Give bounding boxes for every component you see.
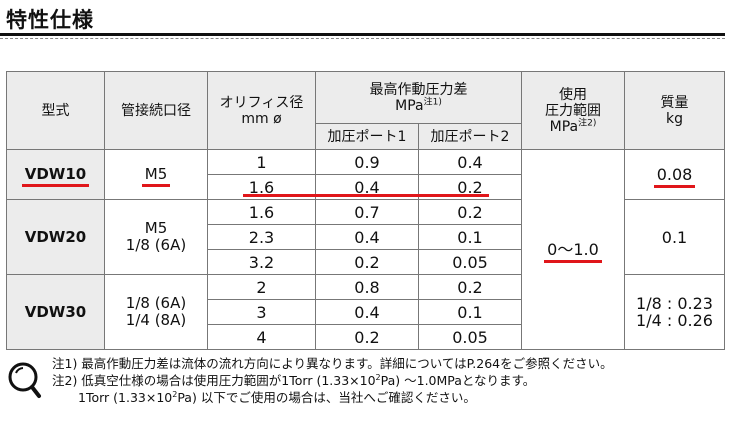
range-cell: 0〜1.0 bbox=[521, 149, 625, 350]
orifice-cell: 3 bbox=[207, 299, 316, 325]
mass-vdw20: 0.1 bbox=[624, 199, 725, 275]
pressure-port2-cell: 0.1 bbox=[418, 299, 522, 325]
pressure-port1-cell: 0.2 bbox=[315, 324, 419, 350]
footnote-2-cont: 1Torr (1.33×102Pa) 以下でご使用の場合は、当社へご確認ください… bbox=[78, 389, 476, 405]
pressure-port1-cell: 0.2 bbox=[315, 249, 419, 275]
footnotes: 注1) 最高作動圧力差は流体の流れ方向により異なります。詳細についてはP.264… bbox=[52, 355, 722, 406]
title-rule-dashed bbox=[0, 38, 725, 39]
pressure-port1-cell: 0.8 bbox=[315, 274, 419, 300]
header-range: 使用 圧力範囲 MPa注2) bbox=[521, 71, 625, 150]
port-vdw30: 1/8 (6A) 1/4 (8A) bbox=[104, 274, 208, 350]
orifice-cell: 4 bbox=[207, 324, 316, 350]
model-vdw10: VDW10 bbox=[6, 149, 105, 200]
header-pressure-port2: 加圧ポート2 bbox=[418, 123, 522, 150]
orifice-cell: 1.6 bbox=[207, 199, 316, 225]
header-pressure-port1: 加圧ポート1 bbox=[315, 123, 419, 150]
spec-table: 型式 管接続口径 オリフィス径 mm ø 最高作動圧力差 MPa注1) 使用 圧力… bbox=[6, 71, 725, 350]
magnifier-icon bbox=[8, 362, 41, 398]
model-vdw30: VDW30 bbox=[6, 274, 105, 350]
header-model: 型式 bbox=[6, 71, 105, 150]
orifice-cell: 2.3 bbox=[207, 224, 316, 250]
mass-vdw30: 1/8 : 0.23 1/4 : 0.26 bbox=[624, 274, 725, 350]
pressure-port1-cell: 0.9 bbox=[315, 149, 419, 175]
orifice-cell: 1 bbox=[207, 149, 316, 175]
mass-vdw10: 0.08 bbox=[624, 149, 725, 200]
footnote-2: 注2) 低真空仕様の場合は使用圧力範囲が1Torr (1.33×102Pa) 〜… bbox=[52, 372, 536, 388]
header-pressure: 最高作動圧力差 MPa注1) bbox=[315, 71, 522, 124]
pressure-port2-cell: 0.05 bbox=[418, 324, 522, 350]
pressure-port2-cell: 0.05 bbox=[418, 249, 522, 275]
header-orifice: オリフィス径 mm ø bbox=[207, 71, 316, 150]
pressure-port1-cell: 0.4 bbox=[315, 224, 419, 250]
pressure-port2-cell: 0.2 bbox=[418, 274, 522, 300]
pressure-port1-cell: 0.7 bbox=[315, 199, 419, 225]
header-mass: 質量 kg bbox=[624, 71, 725, 150]
footnote-1: 注1) 最高作動圧力差は流体の流れ方向により異なります。詳細についてはP.264… bbox=[52, 356, 613, 371]
red-strike-line bbox=[243, 194, 489, 197]
header-port: 管接続口径 bbox=[104, 71, 208, 150]
pressure-port2-cell: 0.4 bbox=[418, 149, 522, 175]
model-vdw20: VDW20 bbox=[6, 199, 105, 275]
port-vdw20: M5 1/8 (6A) bbox=[104, 199, 208, 275]
page-title: 特性仕様 bbox=[6, 8, 94, 32]
orifice-cell: 2 bbox=[207, 274, 316, 300]
title-rule bbox=[0, 33, 725, 36]
pressure-port2-cell: 0.2 bbox=[418, 199, 522, 225]
pressure-port1-cell: 0.4 bbox=[315, 299, 419, 325]
pressure-port2-cell: 0.1 bbox=[418, 224, 522, 250]
orifice-cell: 3.2 bbox=[207, 249, 316, 275]
port-vdw10: M5 bbox=[104, 149, 208, 200]
